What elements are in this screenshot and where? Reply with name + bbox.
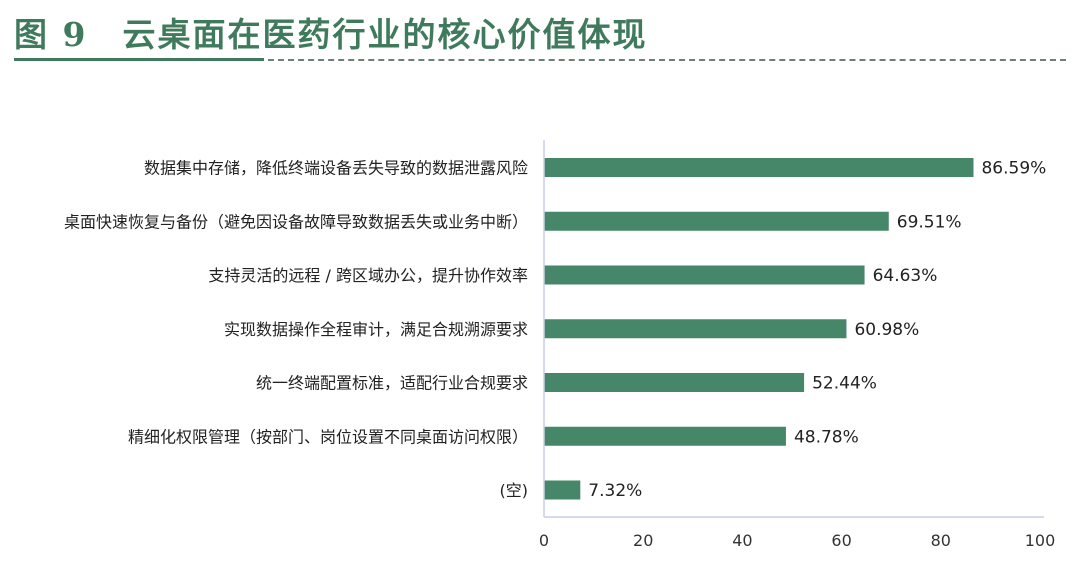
- x-tick-label: 100: [1025, 531, 1056, 550]
- x-tick-label: 40: [732, 531, 752, 550]
- bar: [544, 480, 581, 500]
- bar: [544, 158, 974, 177]
- bar: [544, 426, 786, 446]
- category-label: 支持灵活的远程 / 跨区域办公，提升协作效率: [208, 266, 528, 285]
- bar: [544, 319, 847, 339]
- bar: [544, 211, 889, 231]
- figure-header: 图 9 云桌面在医药行业的核心价值体现: [0, 0, 1080, 70]
- category-label: (空): [500, 481, 529, 500]
- data-label: 60.98%: [854, 320, 919, 340]
- bar: [544, 373, 805, 392]
- data-label: 86.59%: [981, 159, 1046, 179]
- x-tick-label: 0: [539, 531, 549, 550]
- title-underline-dashed: [268, 59, 1066, 61]
- category-label: 实现数据操作全程审计，满足合规溯源要求: [224, 320, 528, 339]
- category-label: 数据集中存储，降低终端设备丢失导致的数据泄露风险: [144, 159, 528, 178]
- value-labels: 86.59% 69.51% 64.63% 60.98% 52.44% 48.78% 7.32…: [588, 159, 1046, 502]
- category-labels: 数据集中存储，降低终端设备丢失导致的数据泄露风险桌面快速恢复与备份（避免因设备故…: [64, 159, 528, 501]
- category-label: 精细化权限管理（按部门、岗位设置不同桌面访问权限）: [128, 427, 528, 446]
- category-label: 桌面快速恢复与备份（避免因设备故障导致数据丢失或业务中断）: [64, 212, 528, 231]
- category-label: 统一终端配置标准，适配行业合规要求: [256, 374, 528, 393]
- x-tick-label: 80: [931, 531, 951, 550]
- x-tick-label: 20: [633, 531, 653, 550]
- bar: [544, 265, 865, 285]
- title-underline-solid: [14, 58, 264, 61]
- figure-title: 图 9 云桌面在医药行业的核心价值体现: [14, 15, 648, 54]
- data-label: 64.63%: [873, 266, 938, 286]
- bars-layer: [544, 158, 974, 500]
- axes: 0 20 40 60 80 100: [539, 140, 1055, 550]
- data-label: 7.32%: [588, 481, 642, 501]
- data-label: 52.44%: [812, 374, 877, 394]
- data-label: 48.78%: [794, 427, 859, 447]
- data-label: 69.51%: [897, 212, 962, 232]
- x-tick-label: 60: [831, 531, 851, 550]
